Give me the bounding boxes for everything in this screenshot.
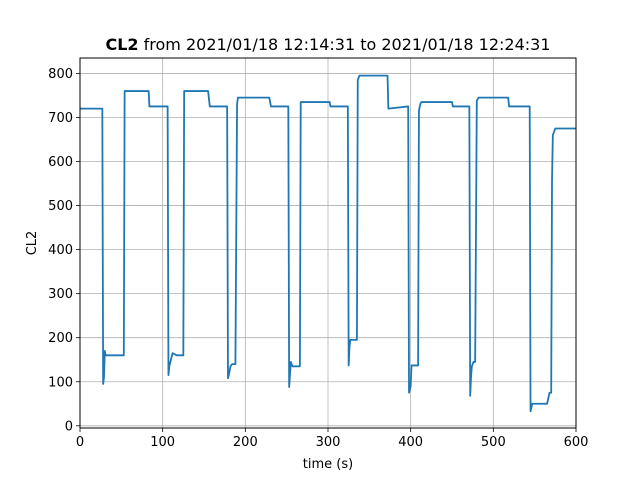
grid-lines xyxy=(79,58,577,428)
x-tick-label: 200 xyxy=(233,435,258,450)
x-tick-label: 400 xyxy=(398,435,423,450)
y-tick-label: 0 xyxy=(65,419,73,434)
chart-title-bold: CL2 xyxy=(105,35,138,54)
x-tick-label: 100 xyxy=(150,435,175,450)
y-axis-ticks: 0 100 200 300 400 500 600 700 800 xyxy=(48,67,80,434)
y-tick-label: 800 xyxy=(48,67,73,82)
y-tick-label: 500 xyxy=(48,199,73,214)
y-tick-label: 600 xyxy=(48,155,73,170)
plot-area xyxy=(80,74,576,413)
series-line-0 xyxy=(80,74,576,413)
chart-title-rest: from 2021/01/18 12:14:31 to 2021/01/18 1… xyxy=(139,35,551,54)
x-axis-ticks: 0 100 200 300 400 500 600 xyxy=(76,428,589,450)
y-tick-label: 700 xyxy=(48,111,73,126)
chart-title: CL2 from 2021/01/18 12:14:31 to 2021/01/… xyxy=(105,35,550,54)
y-tick-label: 200 xyxy=(48,331,73,346)
y-tick-label: 400 xyxy=(48,243,73,258)
y-tick-label: 100 xyxy=(48,375,73,390)
x-tick-label: 500 xyxy=(481,435,506,450)
x-tick-label: 0 xyxy=(76,435,84,450)
y-tick-label: 300 xyxy=(48,287,73,302)
x-tick-label: 600 xyxy=(564,435,589,450)
y-axis-label: CL2 xyxy=(25,231,40,256)
x-axis-label: time (s) xyxy=(303,457,353,472)
x-tick-label: 300 xyxy=(316,435,341,450)
